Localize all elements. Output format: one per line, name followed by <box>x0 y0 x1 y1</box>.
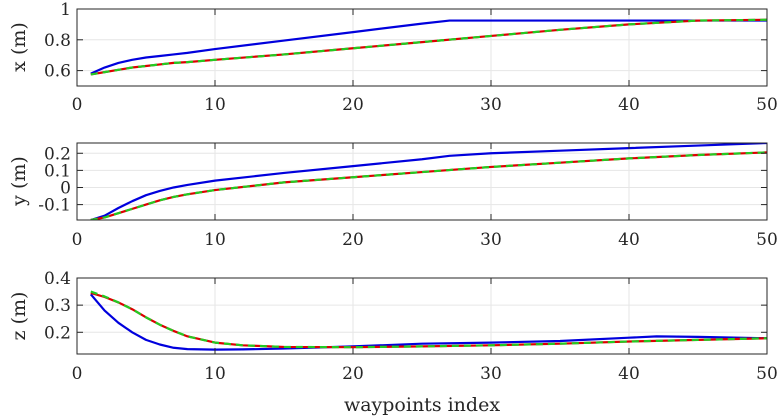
series-line-1 <box>90 19 767 75</box>
y-tick-label: 0 <box>60 178 71 198</box>
x-tick-label: 30 <box>480 230 502 250</box>
x-tick-label: 30 <box>480 364 502 384</box>
x-tick-label: 40 <box>618 95 640 115</box>
x-tick-label: 40 <box>618 364 640 384</box>
x-tick-label: 40 <box>618 230 640 250</box>
x-tick-label: 20 <box>342 95 364 115</box>
y-tick-label: -0.1 <box>38 196 71 216</box>
x-tick-label: 0 <box>72 364 83 384</box>
series-line-2 <box>90 291 767 349</box>
subplot-3: 0 10 20 30 40 50 0.2 0.3 0.4 z (m) waypoints index <box>8 269 778 416</box>
series-line-2 <box>90 18 767 76</box>
axes-frame <box>76 8 768 87</box>
series-line-3 <box>90 18 767 76</box>
x-tick-label: 0 <box>72 230 83 250</box>
y-tick-label: 0.1 <box>44 161 71 181</box>
subplot-1: 0 10 20 30 40 50 0.6 0.8 1 x (m) <box>8 0 778 115</box>
x-axis-label: waypoints index <box>344 394 500 416</box>
series-line-3 <box>90 151 767 220</box>
x-tick-label: 0 <box>72 95 83 115</box>
subplot-2: 0 10 20 30 40 50-0.100.10.2y (m) <box>8 142 778 250</box>
series-line-1 <box>89 293 767 351</box>
y-tick-label: 0.4 <box>44 269 71 289</box>
x-tick-label: 10 <box>204 230 226 250</box>
x-tick-label: 30 <box>480 95 502 115</box>
x-tick-label: 50 <box>756 364 778 384</box>
axes-frame <box>76 277 768 355</box>
y-axis-label: x (m) <box>8 22 30 72</box>
x-tick-label: 10 <box>204 364 226 384</box>
y-axis-label: z (m) <box>8 292 30 341</box>
y-tick-label: 0.3 <box>44 296 71 316</box>
series-line-2 <box>90 151 767 220</box>
y-tick-label: 1 <box>60 0 71 20</box>
y-tick-label: 0.2 <box>44 144 71 164</box>
x-tick-label: 10 <box>204 95 226 115</box>
x-tick-label: 50 <box>756 95 778 115</box>
axes-frame <box>76 142 768 221</box>
y-tick-label: 0.8 <box>44 31 71 51</box>
x-tick-label: 20 <box>342 364 364 384</box>
y-axis-label: y (m) <box>8 156 30 207</box>
series-line-1 <box>90 143 767 220</box>
y-tick-label: 0.6 <box>44 62 71 82</box>
x-tick-label: 20 <box>342 230 364 250</box>
x-tick-label: 50 <box>756 230 778 250</box>
y-tick-label: 0.2 <box>44 323 71 343</box>
series-line-3 <box>90 290 767 349</box>
